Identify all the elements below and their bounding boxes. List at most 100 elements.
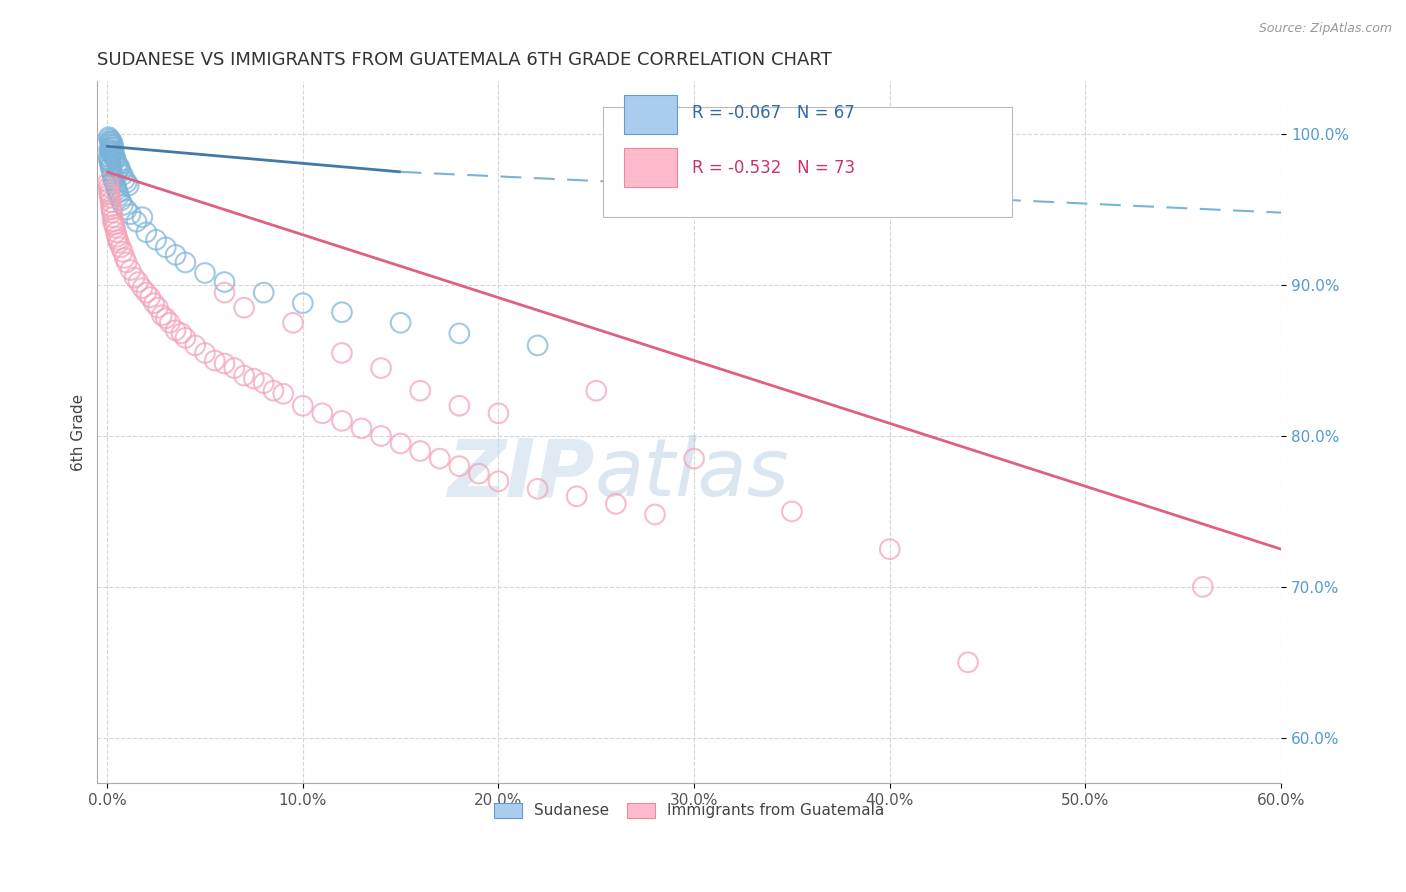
Point [194,266,217,280]
Point [780,504,803,518]
Point [103,141,125,155]
Point [145,233,167,247]
Point [98,185,121,199]
Point [233,301,256,315]
Point [780,142,803,156]
Point [107,186,129,200]
Point [98,157,121,171]
Bar [624,148,678,186]
Point [131,281,153,295]
Point [135,225,157,239]
Point [100,141,122,155]
Legend: Sudanese, Immigrants from Guatemala: Sudanese, Immigrants from Guatemala [488,797,890,824]
Point [155,311,177,326]
Point [104,153,127,167]
Point [97,176,120,190]
Point [143,296,166,310]
Point [98,153,121,167]
Point [253,285,276,300]
Point [146,301,169,315]
Point [101,169,124,184]
Point [330,305,353,319]
Text: ZIP: ZIP [447,435,595,513]
Point [605,497,627,511]
Point [100,146,122,161]
Point [101,166,124,180]
Point [585,384,607,398]
Point [224,361,246,376]
Point [957,656,980,670]
Point [115,202,138,217]
Point [330,414,353,428]
Point [135,285,157,300]
Point [1192,580,1215,594]
Point [100,161,122,175]
Point [108,161,131,176]
Point [101,205,124,219]
Point [101,215,124,229]
Point [103,150,125,164]
Point [104,225,127,239]
Point [330,346,353,360]
Point [488,406,510,420]
Point [98,187,121,202]
Point [100,159,122,173]
Point [125,215,148,229]
Point [101,135,124,149]
Text: R = -0.067   N = 67: R = -0.067 N = 67 [692,104,855,122]
Point [104,180,127,194]
Point [683,451,706,466]
Point [110,194,132,208]
Point [97,180,120,194]
Point [370,361,392,376]
Text: R = -0.532   N = 73: R = -0.532 N = 73 [692,159,855,177]
Point [194,346,217,360]
Point [111,244,134,259]
Point [271,386,294,401]
Point [100,145,122,160]
Point [233,368,256,383]
Point [565,489,588,503]
Point [114,172,136,186]
Point [409,444,432,458]
Point [101,139,124,153]
Point [350,421,373,435]
Point [131,210,153,224]
Point [370,429,392,443]
Point [291,399,314,413]
Point [449,459,471,474]
Point [253,376,276,391]
Point [165,323,187,337]
Point [110,165,132,179]
Point [118,178,141,193]
Point [104,177,127,191]
Point [101,148,124,162]
Text: atlas: atlas [595,435,789,513]
Point [110,240,132,254]
Point [100,137,122,152]
Point [174,331,197,345]
Point [184,338,207,352]
Point [107,159,129,173]
Point [115,255,138,269]
Point [98,190,121,204]
Y-axis label: 6th Grade: 6th Grade [72,393,86,471]
Point [281,316,304,330]
Point [100,133,122,147]
Point [214,357,236,371]
Point [155,240,177,254]
Point [170,326,193,341]
Point [879,542,901,557]
Point [204,353,226,368]
Point [97,150,120,164]
Point [100,136,122,151]
Point [449,326,471,341]
Point [389,436,412,450]
Point [150,308,173,322]
Point [214,275,236,289]
Point [100,195,122,210]
Point [409,384,432,398]
Point [103,218,125,232]
Point [100,202,122,217]
Point [108,189,131,203]
